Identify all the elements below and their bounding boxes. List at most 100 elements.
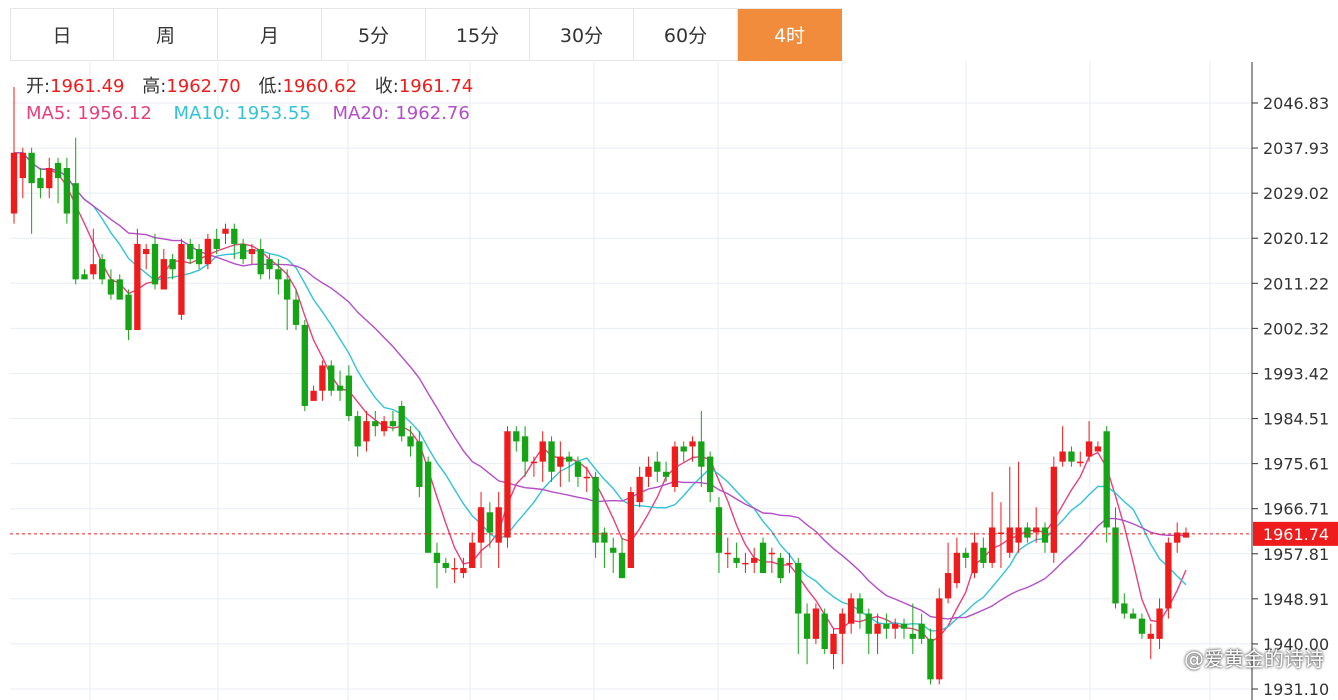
candle-body — [689, 441, 696, 447]
ma10-line — [14, 152, 1187, 632]
candle-body — [143, 248, 150, 255]
candle-body — [513, 431, 520, 442]
candle-body — [557, 456, 564, 467]
candle-body — [257, 248, 264, 275]
candle-body — [962, 552, 969, 558]
candle-body — [1112, 527, 1119, 604]
period-tabs: 日周月 5分 15分 30分 60分 4时 — [10, 8, 842, 61]
candle-body — [601, 532, 608, 543]
candle-body — [1006, 527, 1013, 553]
tab-2[interactable]: 月 — [218, 9, 322, 61]
y-axis-ticks: 2046.83 2037.93 2029.02 2020.12 2011.22 2002.… — [1252, 94, 1329, 699]
candle-body — [284, 279, 291, 300]
candle-body — [213, 238, 220, 249]
tab-6[interactable]: 60分 — [634, 9, 738, 61]
candle-body — [1015, 527, 1022, 543]
candle-body — [239, 243, 247, 260]
candle-body — [1033, 527, 1040, 533]
candle-body — [662, 471, 670, 477]
tab-1[interactable]: 周 — [114, 9, 218, 61]
candle-body — [116, 279, 123, 300]
candle-body — [733, 557, 740, 563]
candle-body — [1165, 542, 1172, 609]
candle-body — [610, 547, 617, 553]
y-tick-label: 1940.00 — [1263, 635, 1329, 654]
candle-body — [354, 416, 361, 447]
candle-body — [918, 623, 925, 639]
candle-body — [654, 461, 661, 472]
tab-4[interactable]: 15分 — [426, 9, 530, 61]
y-tick-label: 2002.32 — [1263, 319, 1329, 338]
candle-body — [627, 492, 635, 568]
candle-body — [953, 552, 961, 584]
candle-body — [927, 638, 934, 680]
candle-body — [645, 466, 652, 477]
candle-body — [266, 259, 273, 270]
open-label: 开: — [26, 76, 50, 97]
candle-body — [231, 228, 238, 244]
candle-body — [1068, 451, 1075, 462]
ma5-value: 1956.12 — [77, 103, 151, 124]
candle-body — [539, 441, 546, 462]
candle-body — [81, 274, 88, 280]
candle-body — [936, 598, 943, 680]
candle-body — [1138, 618, 1146, 634]
y-tick-label: 2037.93 — [1263, 139, 1329, 158]
candle-body — [892, 623, 899, 629]
candle-body — [451, 567, 458, 570]
candle-body — [19, 152, 26, 179]
candle-body — [698, 441, 705, 467]
candle-body — [821, 613, 828, 649]
candle-body — [1129, 613, 1137, 619]
high-value: 1962.70 — [166, 76, 240, 97]
candle-body — [495, 507, 502, 543]
ma5-line — [14, 152, 1187, 643]
candle-body — [671, 446, 679, 487]
candle-body — [107, 279, 115, 295]
tab-5[interactable]: 30分 — [530, 9, 634, 61]
candle-body — [134, 243, 141, 330]
candle-body — [812, 608, 820, 639]
y-tick-label: 2020.12 — [1263, 229, 1329, 248]
svg-text:MA5:1956.12 MA10:1953.55: MA5: 1956.12 MA10: 1953.55 MA20: 1962.76 — [26, 103, 470, 124]
candle-body — [883, 623, 890, 629]
low-value: 1960.62 — [283, 76, 357, 97]
candle-body — [856, 598, 864, 614]
candle-body — [830, 633, 837, 655]
y-tick-label: 2011.22 — [1263, 274, 1329, 293]
ohlc-info: 开:1961.49 高:1962.70 低:1960.62 收:1961.74 … — [26, 76, 473, 124]
tab-7[interactable]: 4时 — [738, 9, 842, 61]
candle-body — [486, 512, 494, 533]
candle-body — [971, 542, 978, 574]
tab-3[interactable]: 5分 — [322, 9, 426, 61]
svg-text:开:1961.49 高:1962.70: 开:1961.49 高:1962.70 低:1960.62 收:1961.74 — [26, 76, 473, 97]
candle-body — [839, 613, 846, 634]
candle-body — [1182, 532, 1190, 538]
candle-body — [28, 152, 35, 184]
candle-body — [583, 476, 590, 479]
ma5-label: MA5: — [26, 103, 71, 124]
candle-body — [1050, 466, 1057, 553]
candle-body — [424, 461, 432, 553]
candle-body — [345, 375, 353, 417]
candle-body — [751, 557, 758, 563]
high-label: 高: — [142, 76, 166, 97]
candle-body — [54, 162, 62, 179]
candle-body — [275, 269, 282, 280]
candle-body — [980, 547, 987, 563]
candle-body — [1024, 527, 1031, 538]
candle-body — [1094, 446, 1102, 452]
candle-body — [433, 552, 441, 563]
candle-body — [416, 441, 423, 487]
chart-grid — [10, 62, 1252, 700]
low-label: 低: — [259, 76, 283, 97]
ma10-value: 1953.55 — [236, 103, 310, 124]
candle-body — [37, 178, 44, 189]
candle-body — [389, 421, 397, 427]
y-tick-label: 1984.51 — [1263, 410, 1329, 429]
candle-body — [98, 259, 106, 280]
tab-0[interactable]: 日 — [10, 9, 114, 61]
candle-body — [222, 228, 229, 234]
candle-body — [372, 421, 379, 427]
